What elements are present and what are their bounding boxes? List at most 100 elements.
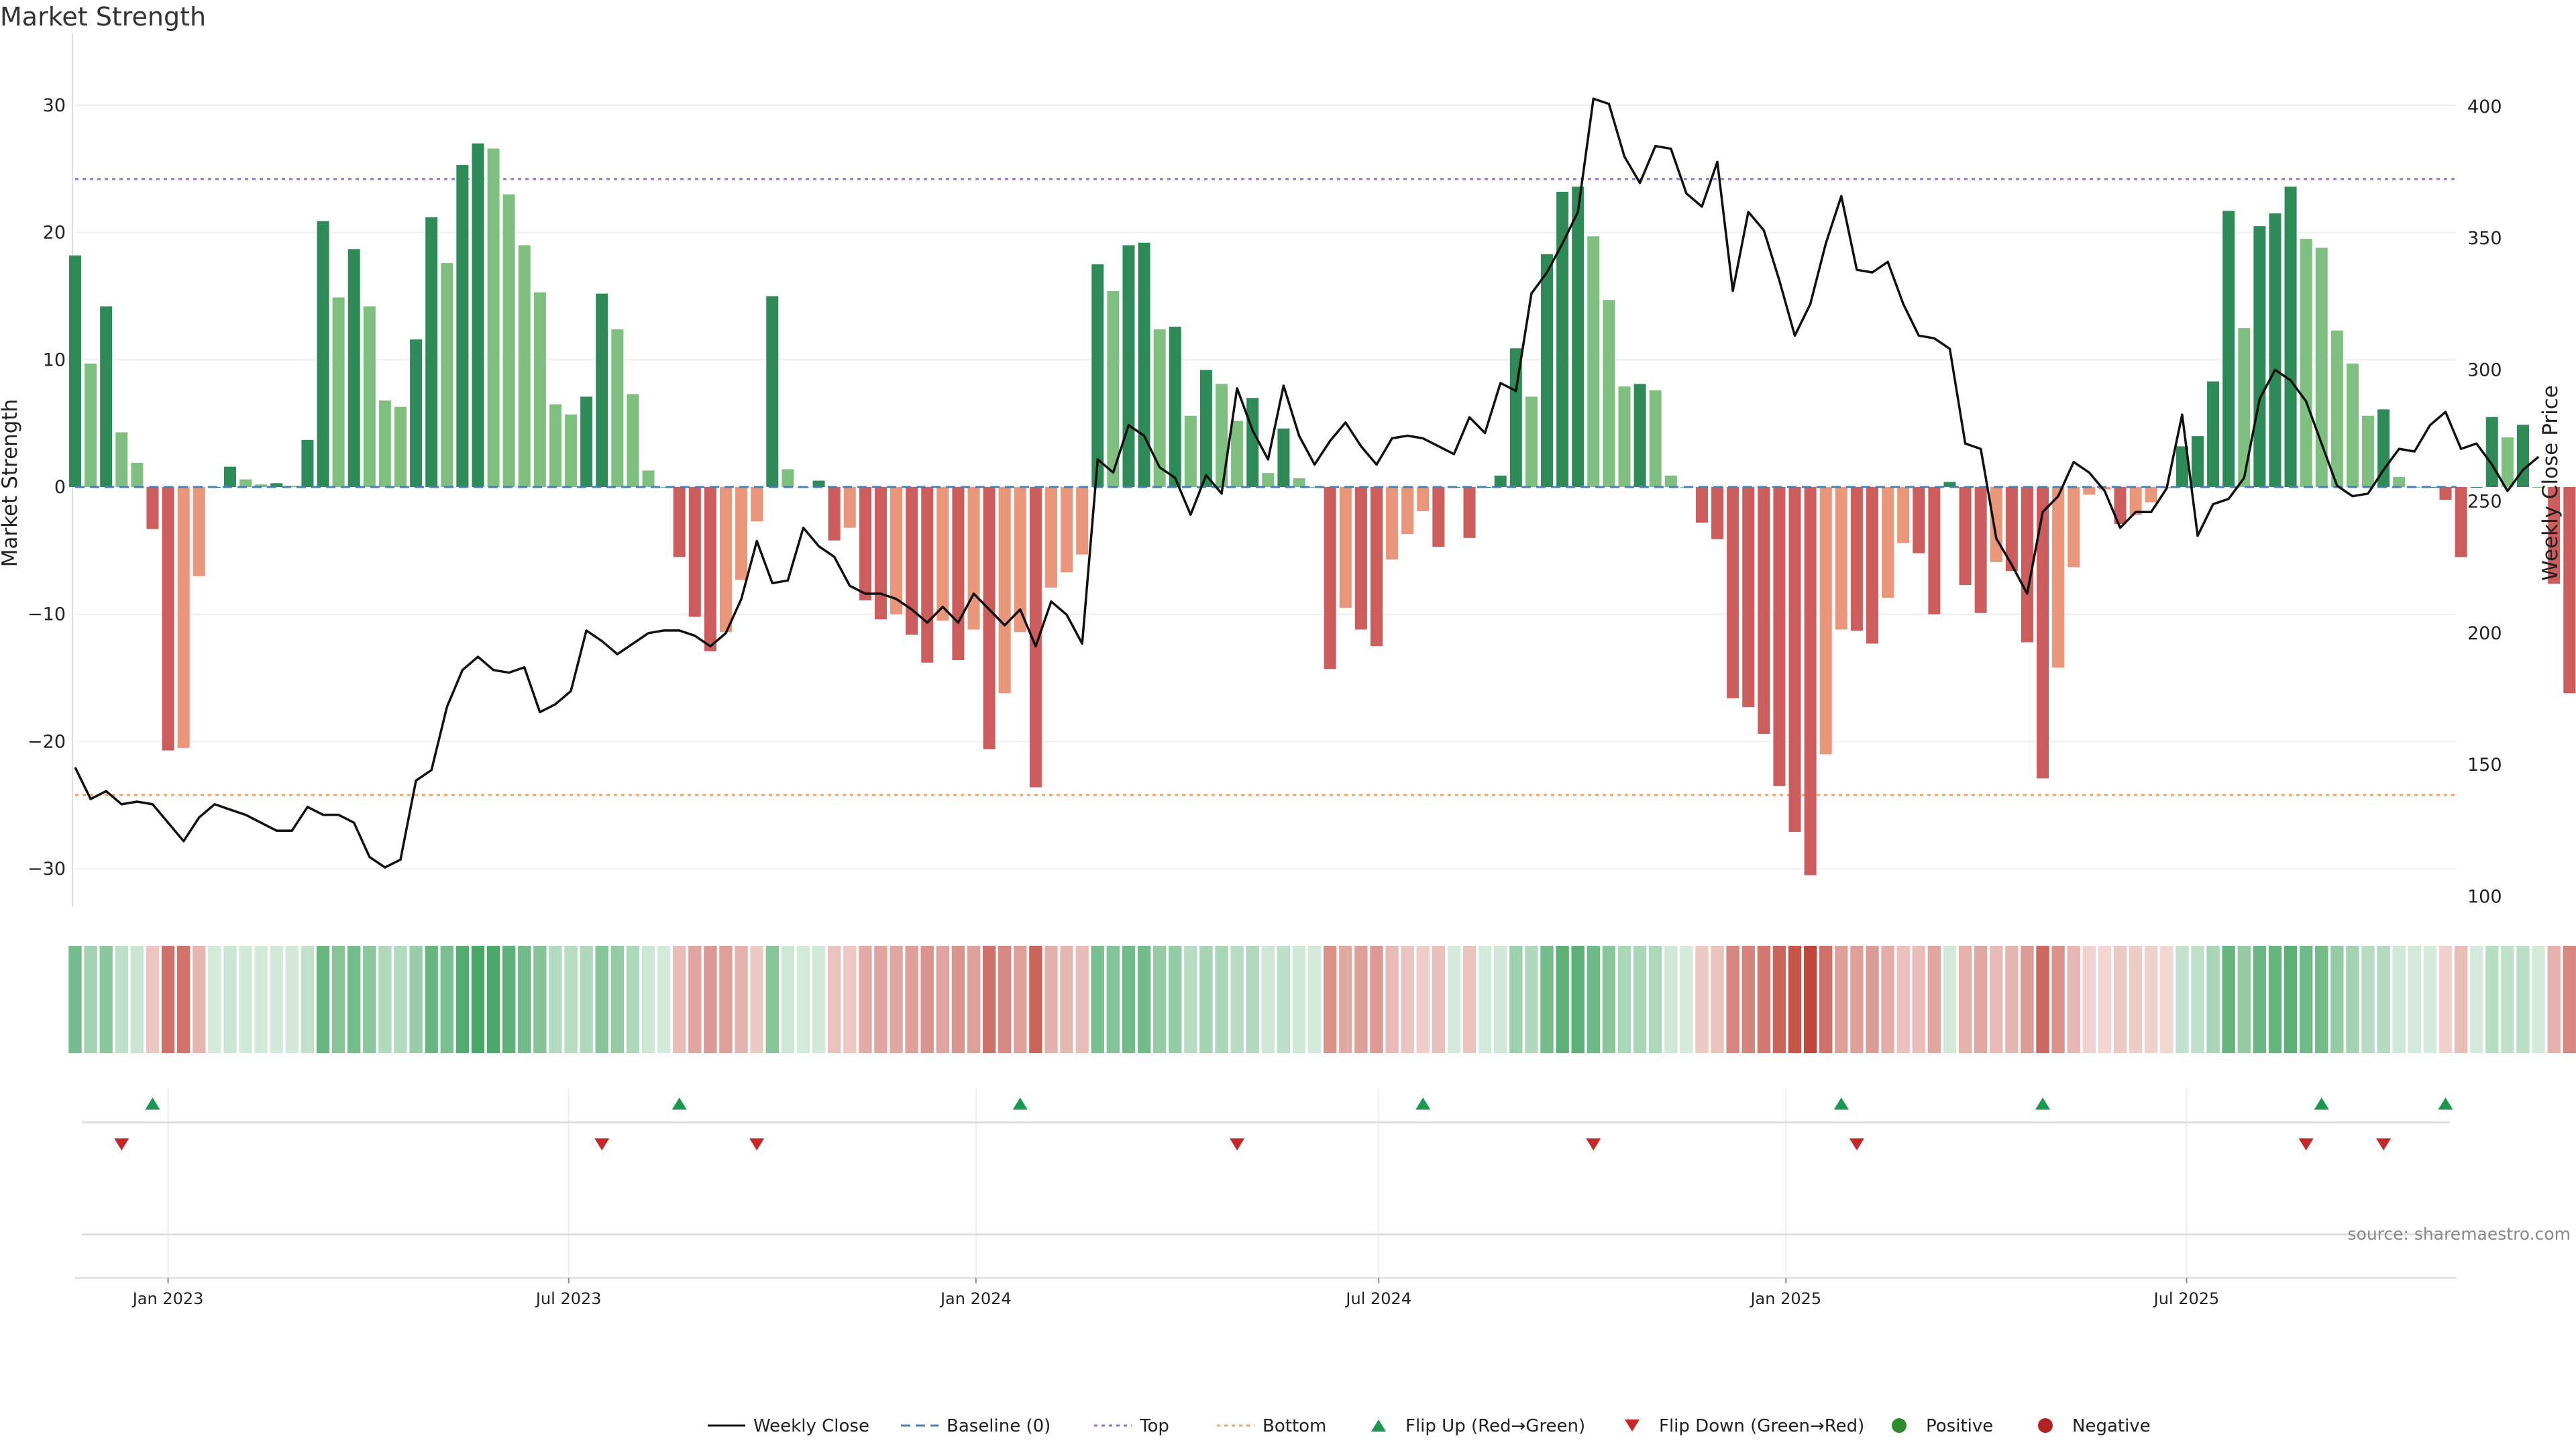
heat-cell (1292, 946, 1306, 1053)
strength-bar (2176, 446, 2188, 487)
strength-bar (967, 487, 980, 630)
strength-bar (332, 297, 345, 487)
heat-cell (1014, 946, 1027, 1053)
heat-cell (580, 946, 593, 1053)
left-axis-ticks: −30 −20 −10 0 10 20 30 (28, 95, 66, 879)
heat-cell (735, 946, 748, 1053)
strength-bar (1184, 415, 1197, 487)
heat-cell (951, 946, 965, 1053)
strength-bar (1664, 475, 1677, 487)
heat-cell (378, 946, 392, 1053)
strength-bar (657, 487, 670, 488)
y-tick-label: 30 (43, 95, 66, 116)
strength-bar (378, 400, 391, 487)
strength-bar (1540, 254, 1554, 487)
heat-cell (1122, 946, 1136, 1053)
heat-cell (316, 946, 330, 1053)
heat-cell (890, 946, 903, 1053)
strength-bar (472, 143, 484, 487)
strength-bar (2485, 417, 2498, 487)
strength-bar (2083, 487, 2096, 495)
heat-cell (1339, 946, 1352, 1053)
heat-cell (827, 946, 841, 1053)
threshold-lines (75, 178, 2457, 796)
heat-cell (2485, 946, 2499, 1053)
strength-bar (1401, 487, 1414, 535)
strength-bar (1153, 329, 1166, 487)
heat-cell (1866, 946, 1879, 1053)
strength-bar (2129, 487, 2142, 515)
heat-cell (2036, 946, 2049, 1053)
strength-bar (1107, 290, 1120, 487)
heat-cell (1323, 946, 1337, 1053)
strength-bar (1758, 487, 1770, 735)
heat-cell (936, 946, 950, 1053)
strength-bar (1587, 236, 1600, 487)
heat-cell (1152, 946, 1167, 1053)
x-tick-label: Jul 2023 (535, 1289, 602, 1308)
strength-bar (410, 339, 423, 487)
flip-down-marker (114, 1138, 129, 1150)
strength-bar (1216, 384, 1228, 487)
strength-bar (68, 255, 82, 487)
strength-bar (1014, 487, 1026, 633)
strength-bar (301, 439, 314, 487)
strength-bar (1633, 384, 1646, 487)
strength-bar (1262, 473, 1275, 487)
strength-bar (1618, 386, 1631, 487)
strength-bar (363, 306, 376, 487)
heat-cell (1741, 946, 1755, 1053)
heat-cell (1587, 946, 1600, 1053)
strength-bar (1494, 475, 1507, 487)
legend-label: Flip Down (Green→Red) (1659, 1416, 1864, 1436)
strength-bar (1432, 487, 1445, 547)
heat-cell (223, 946, 237, 1053)
strength-bar (270, 483, 283, 487)
strength-bar (1354, 487, 1367, 630)
strength-bar (2114, 487, 2127, 525)
strength-bar (565, 414, 578, 487)
strength-bar (177, 487, 190, 748)
y2-tick-label: 250 (2467, 492, 2502, 513)
heat-cell (1664, 946, 1678, 1053)
heat-cell (2206, 946, 2220, 1053)
heat-cell (1060, 946, 1073, 1053)
heat-cell (1757, 946, 1771, 1053)
strength-bar (131, 462, 144, 487)
strength-bar (596, 293, 608, 487)
heat-cell (2299, 946, 2313, 1053)
legend-label: Negative (2072, 1416, 2151, 1436)
strength-bar (456, 165, 469, 488)
strength-bar (1509, 348, 1522, 487)
y-tick-label: 20 (43, 223, 66, 244)
heat-cell (2237, 946, 2251, 1053)
strength-bar (2145, 487, 2157, 502)
strength-bar (735, 487, 748, 580)
strength-bar (580, 396, 593, 487)
strength-bar (162, 487, 174, 751)
strength-bar (1293, 478, 1305, 487)
heat-cell (1416, 946, 1430, 1053)
heat-cell (982, 946, 996, 1053)
strength-bar (1463, 487, 1476, 538)
strength-bar (146, 487, 159, 529)
heat-cell (2532, 946, 2545, 1053)
heat-cell (1277, 946, 1291, 1053)
strength-bar (115, 432, 128, 487)
strength-bar (1773, 487, 1786, 786)
heat-cell (176, 946, 191, 1053)
strength-bar (2563, 487, 2576, 694)
heat-cell (2129, 946, 2143, 1053)
strength-bar (100, 306, 113, 487)
y-tick-label: 10 (43, 350, 66, 370)
heat-cell (1354, 946, 1368, 1053)
strength-bar (1076, 487, 1089, 555)
heat-cell (1525, 946, 1538, 1053)
heat-cell (920, 946, 934, 1053)
strength-bar (2362, 415, 2375, 487)
strength-bar (952, 487, 965, 660)
strength-bar (1882, 487, 1894, 598)
x-tick-label: Jul 2024 (1344, 1289, 1411, 1308)
y2-tick-label: 100 (2467, 886, 2502, 907)
heat-cell (1261, 946, 1275, 1053)
